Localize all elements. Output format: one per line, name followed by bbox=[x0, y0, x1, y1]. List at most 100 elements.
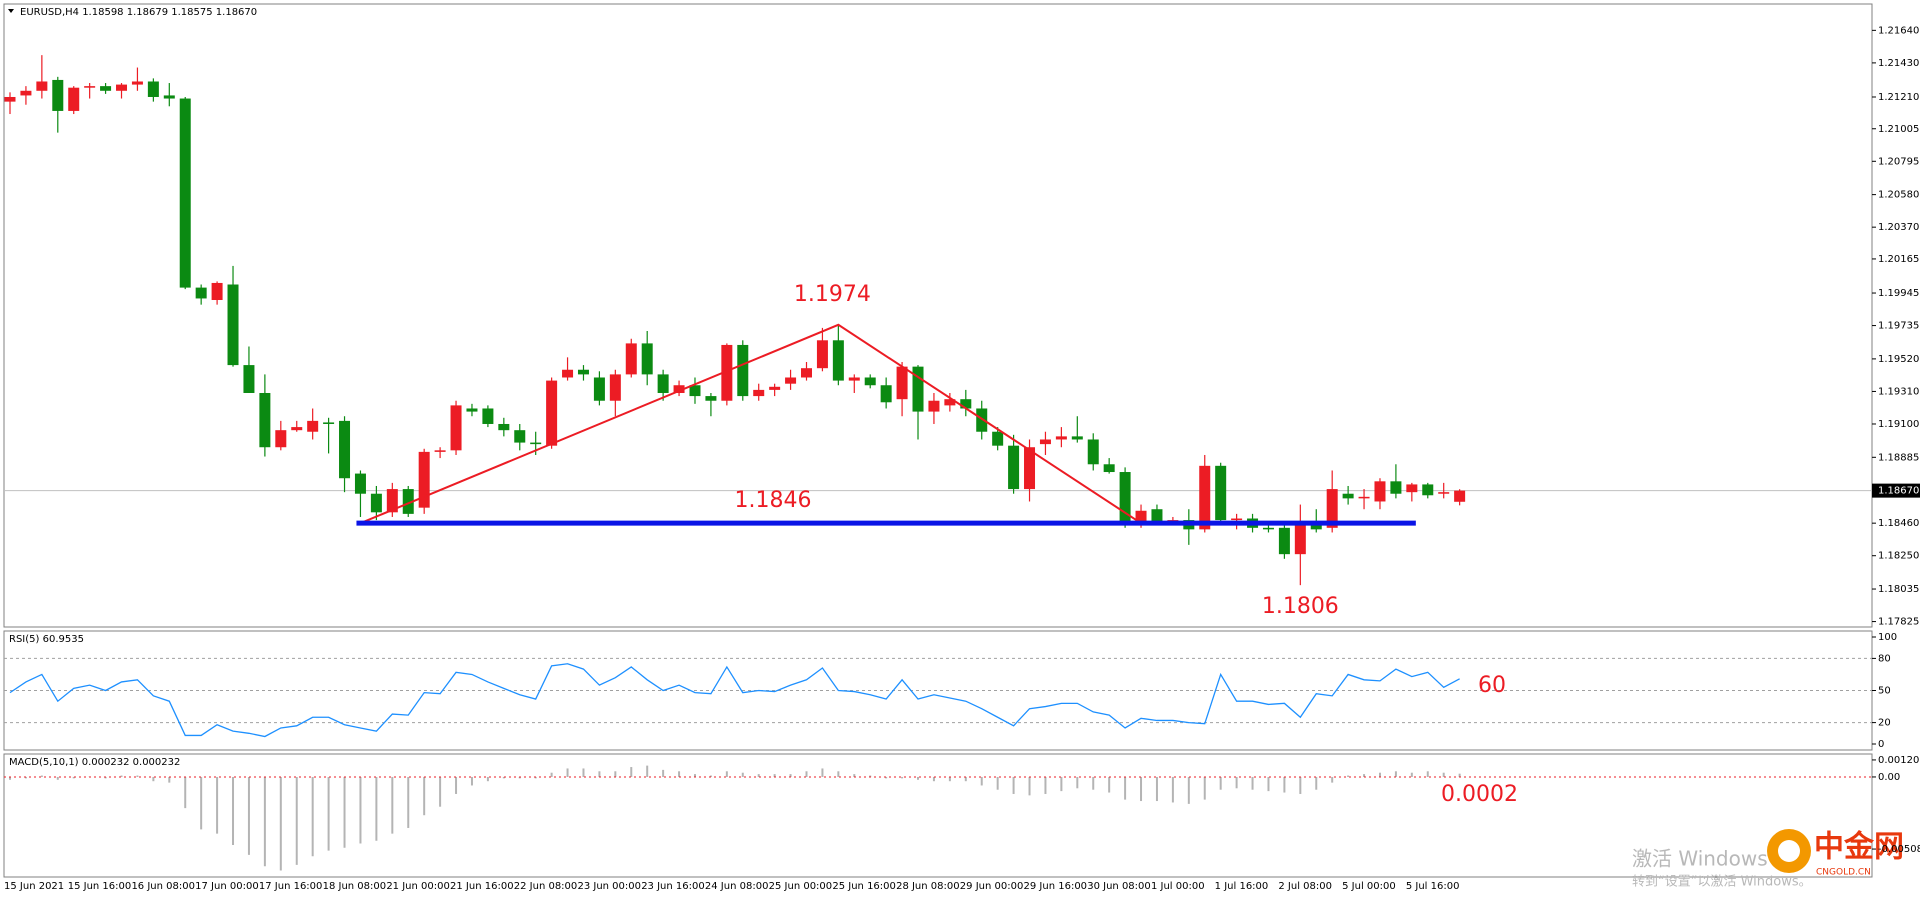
candle-body bbox=[625, 343, 637, 375]
candle-body bbox=[20, 90, 32, 96]
candle-body bbox=[801, 368, 812, 378]
y-tick-label: 1.18885 bbox=[1878, 452, 1919, 463]
candle-body bbox=[1135, 510, 1147, 524]
y-tick-label: 1.19945 bbox=[1878, 288, 1919, 299]
candle-body bbox=[1454, 490, 1466, 502]
x-tick-label: 24 Jun 08:00 bbox=[705, 881, 769, 892]
y-tick-label: 1.19520 bbox=[1878, 354, 1919, 365]
candle-body bbox=[1039, 439, 1051, 445]
price-panel bbox=[3, 3, 1873, 628]
candle-body bbox=[960, 399, 972, 409]
y-tick-label: 1.19100 bbox=[1878, 419, 1919, 430]
candle-body bbox=[992, 431, 1004, 446]
candle-body bbox=[386, 489, 398, 513]
candle-body bbox=[769, 386, 781, 390]
candle-body bbox=[323, 422, 335, 424]
y-tick-label: 1.21640 bbox=[1878, 25, 1919, 36]
y-tick-label: 20 bbox=[1878, 718, 1891, 729]
candle-body bbox=[259, 392, 271, 448]
candle-body bbox=[546, 380, 558, 446]
candle-body bbox=[52, 79, 64, 111]
last-price-label: 1.18670 bbox=[1878, 486, 1919, 497]
candle-body bbox=[1119, 472, 1131, 524]
candle-body bbox=[163, 95, 175, 99]
candle-body bbox=[577, 369, 589, 375]
candle-body bbox=[147, 81, 159, 97]
annotation-label: 1.1974 bbox=[794, 282, 871, 307]
candle-body bbox=[482, 408, 494, 424]
candle-body bbox=[912, 366, 924, 412]
candle-body bbox=[370, 493, 382, 513]
candle-body bbox=[1358, 496, 1370, 499]
candle-body bbox=[116, 84, 128, 91]
y-tick-label: 0.001201 bbox=[1878, 755, 1920, 766]
candle-body bbox=[498, 423, 510, 431]
y-tick-label: 1.18460 bbox=[1878, 518, 1919, 529]
candle-body bbox=[1342, 493, 1354, 499]
y-tick-label: 1.20795 bbox=[1878, 156, 1919, 167]
candle-body bbox=[848, 377, 860, 381]
rsi-annotation: 60 bbox=[1478, 673, 1506, 698]
candle-body bbox=[1390, 481, 1402, 494]
candle-body bbox=[705, 396, 717, 401]
x-tick-label: 17 Jun 00:00 bbox=[195, 881, 259, 892]
candle-body bbox=[673, 385, 685, 393]
x-tick-label: 21 Jun 16:00 bbox=[450, 881, 514, 892]
candle-body bbox=[68, 87, 80, 111]
candle-body bbox=[609, 374, 621, 401]
candle-body bbox=[100, 86, 112, 91]
candle-body bbox=[450, 405, 462, 451]
candle-body bbox=[832, 340, 844, 381]
candle-body bbox=[976, 408, 988, 432]
candle-body bbox=[785, 377, 797, 384]
y-tick-label: 1.21005 bbox=[1878, 124, 1919, 135]
candle-body bbox=[1374, 481, 1386, 502]
candle-body bbox=[84, 86, 96, 88]
x-tick-label: 23 Jun 16:00 bbox=[641, 881, 705, 892]
candle-body bbox=[1055, 436, 1067, 440]
candle-body bbox=[418, 451, 430, 508]
y-tick-label: 1.20370 bbox=[1878, 222, 1919, 233]
x-tick-label: 21 Jun 00:00 bbox=[386, 881, 450, 892]
candle-body bbox=[514, 430, 526, 443]
x-tick-label: 15 Jun 16:00 bbox=[68, 881, 132, 892]
menu-arrow[interactable] bbox=[8, 9, 14, 13]
candle-body bbox=[339, 420, 351, 479]
watermark-subtitle: 转到“设置”以激活 Windows。 bbox=[1632, 875, 1812, 890]
y-tick-label: 1.20165 bbox=[1878, 254, 1919, 265]
candle-body bbox=[434, 450, 446, 452]
x-tick-label: 5 Jul 16:00 bbox=[1406, 881, 1460, 892]
y-tick-label: 50 bbox=[1878, 686, 1891, 697]
x-tick-label: 1 Jul 00:00 bbox=[1151, 881, 1205, 892]
trend-line bbox=[360, 323, 1142, 525]
candle-body bbox=[641, 343, 653, 375]
x-tick-label: 16 Jun 08:00 bbox=[131, 881, 195, 892]
x-tick-label: 17 Jun 16:00 bbox=[259, 881, 323, 892]
candle-body bbox=[4, 96, 16, 102]
candle-body bbox=[816, 340, 828, 369]
y-tick-label: 1.17825 bbox=[1878, 617, 1919, 628]
candle-body bbox=[928, 400, 940, 412]
candle-body bbox=[211, 282, 223, 301]
last-price-box bbox=[1872, 483, 1920, 498]
candle-body bbox=[36, 81, 48, 91]
candle-body bbox=[131, 81, 143, 85]
macd-annotation: 0.0002 bbox=[1441, 782, 1518, 807]
candle-body bbox=[864, 377, 876, 386]
x-tick-label: 30 Jun 08:00 bbox=[1087, 881, 1151, 892]
candle-body bbox=[944, 399, 956, 406]
x-tick-label: 29 Jun 00:00 bbox=[960, 881, 1024, 892]
candle-body bbox=[1262, 527, 1274, 530]
y-tick-label: 80 bbox=[1878, 653, 1891, 664]
candle-body bbox=[291, 427, 303, 431]
candle-body bbox=[307, 420, 319, 432]
symbol-header: EURUSD,H4 1.18598 1.18679 1.18575 1.1867… bbox=[20, 7, 257, 18]
y-tick-label: 0.00 bbox=[1878, 772, 1900, 783]
rsi-header: RSI(5) 60.9535 bbox=[9, 634, 84, 645]
logo-name: 中金网 bbox=[1814, 830, 1904, 865]
y-tick-label: 1.18250 bbox=[1878, 551, 1919, 562]
candle-body bbox=[753, 389, 765, 397]
